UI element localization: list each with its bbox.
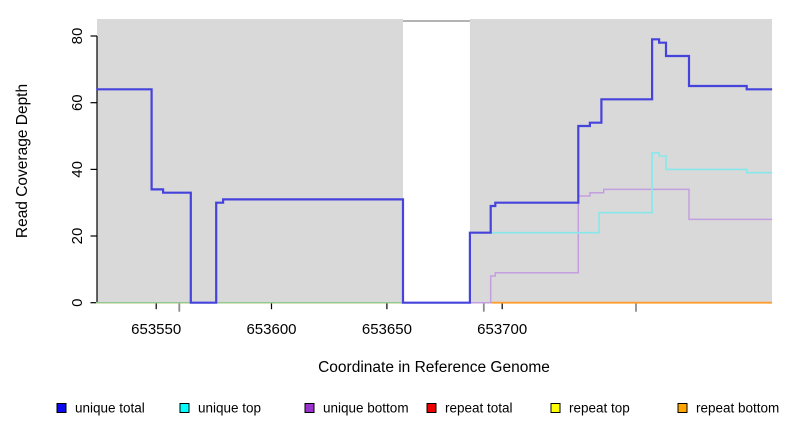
legend-label-unique-total: unique total xyxy=(75,401,145,416)
y-tick-label: 0 xyxy=(69,299,86,307)
legend-swatch-repeat-top xyxy=(550,403,561,413)
x-tick-label: 653700 xyxy=(477,321,527,338)
y-axis-title: Read Coverage Depth xyxy=(14,84,31,238)
legend-label-repeat-bottom: repeat bottom xyxy=(696,401,779,416)
y-tick-label: 60 xyxy=(69,94,86,111)
x-tick-label: 653600 xyxy=(246,321,296,338)
legend-label-repeat-total: repeat total xyxy=(445,401,513,416)
series-line-unique-total xyxy=(96,38,773,304)
series-line-unique-top xyxy=(469,151,773,234)
legend-swatch-unique-bottom xyxy=(304,403,315,413)
series-line-unique-bottom xyxy=(469,188,773,304)
legend-swatch-repeat-total xyxy=(426,403,437,413)
plot-layer: 653550 653600 653650 653700 0 20 40 60 80 xyxy=(69,19,773,338)
masked-region xyxy=(403,19,470,303)
x-axis-title: Coordinate in Reference Genome xyxy=(318,359,550,376)
legend-label-repeat-top: repeat top xyxy=(569,401,630,416)
x-tick-label: 653550 xyxy=(131,321,181,338)
x-tick-label: 653650 xyxy=(362,321,412,338)
legend-label-unique-top: unique top xyxy=(198,401,261,416)
legend-swatch-unique-top xyxy=(179,403,190,413)
y-tick-label: 40 xyxy=(69,161,86,178)
y-tick-label: 20 xyxy=(69,228,86,245)
legend-label-unique-bottom: unique bottom xyxy=(323,401,409,416)
y-tick-label: 80 xyxy=(69,28,86,45)
legend-swatch-unique-total xyxy=(56,403,67,413)
legend-swatch-repeat-bottom xyxy=(677,403,688,413)
chart-legend: unique total unique top unique bottom repea… xyxy=(56,401,779,416)
